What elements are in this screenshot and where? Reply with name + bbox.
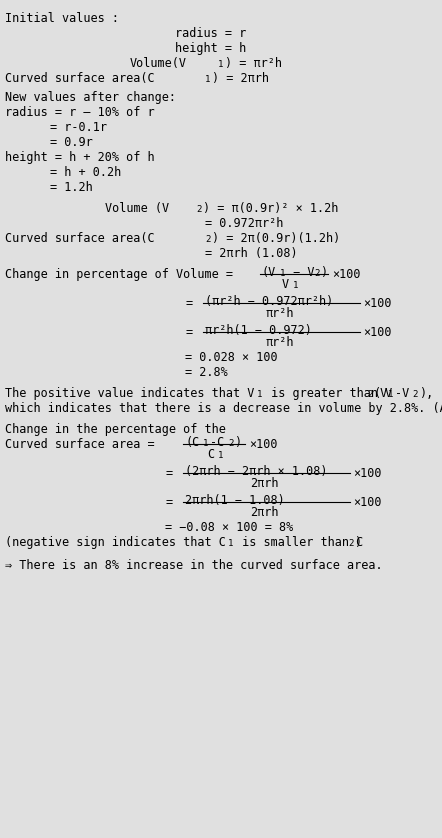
Text: 2: 2 xyxy=(196,205,202,214)
Text: ),: ), xyxy=(419,387,433,400)
Text: = 0.9r: = 0.9r xyxy=(50,136,93,149)
Text: 2: 2 xyxy=(228,439,233,448)
Text: ×100: ×100 xyxy=(332,268,361,281)
Text: (πr²h − 0.972πr²h): (πr²h − 0.972πr²h) xyxy=(205,295,333,308)
Text: Curved surface area =: Curved surface area = xyxy=(5,438,155,451)
Text: 1: 1 xyxy=(280,269,286,278)
Text: − V: − V xyxy=(286,266,315,279)
Text: =: = xyxy=(185,297,192,310)
Text: C: C xyxy=(207,448,214,461)
Text: Curved surface area(C: Curved surface area(C xyxy=(5,72,155,85)
Text: 1: 1 xyxy=(218,451,223,460)
Text: = 0.972πr²h: = 0.972πr²h xyxy=(205,217,283,230)
Text: ⇒ There is an 8% increase in the curved surface area.: ⇒ There is an 8% increase in the curved … xyxy=(5,559,383,572)
Text: 2: 2 xyxy=(412,390,417,399)
Text: = r-0.1r: = r-0.1r xyxy=(50,121,107,134)
Text: Initial values :: Initial values : xyxy=(5,12,119,25)
Text: ) = 2π(0.9r)(1.2h): ) = 2π(0.9r)(1.2h) xyxy=(212,232,340,245)
Text: πr²h: πr²h xyxy=(265,336,293,349)
Text: Volume (V: Volume (V xyxy=(105,202,169,215)
Text: ×100: ×100 xyxy=(353,496,381,509)
Text: 2: 2 xyxy=(205,235,210,244)
Text: V: V xyxy=(282,278,289,291)
Text: πr²h: πr²h xyxy=(265,307,293,320)
Text: (V: (V xyxy=(374,387,388,400)
Text: 1: 1 xyxy=(218,60,223,69)
Text: = 2πrh (1.08): = 2πrh (1.08) xyxy=(205,247,297,260)
Text: height = h: height = h xyxy=(175,42,246,55)
Text: 1: 1 xyxy=(205,75,210,84)
Text: height = h + 20% of h: height = h + 20% of h xyxy=(5,151,155,164)
Text: ×100: ×100 xyxy=(249,438,278,451)
Text: radius = r – 10% of r: radius = r – 10% of r xyxy=(5,106,155,119)
Text: -C: -C xyxy=(210,436,224,449)
Text: 1: 1 xyxy=(257,390,263,399)
Text: ×100: ×100 xyxy=(353,467,381,480)
Text: (C: (C xyxy=(185,436,199,449)
Text: is greater than V: is greater than V xyxy=(264,387,392,400)
Text: 2: 2 xyxy=(348,539,353,548)
Text: 2πrh: 2πrh xyxy=(250,506,278,519)
Text: =: = xyxy=(185,326,192,339)
Text: 1: 1 xyxy=(388,390,393,399)
Text: Change in percentage of Volume =: Change in percentage of Volume = xyxy=(5,268,233,281)
Text: (V: (V xyxy=(262,266,276,279)
Text: 2πrh(1 − 1.08): 2πrh(1 − 1.08) xyxy=(185,494,285,507)
Text: ×100: ×100 xyxy=(363,326,392,339)
Text: Curved surface area(C: Curved surface area(C xyxy=(5,232,155,245)
Text: New values after change:: New values after change: xyxy=(5,91,176,104)
Text: ): ) xyxy=(354,536,361,549)
Text: πr²h(1 − 0.972): πr²h(1 − 0.972) xyxy=(205,324,312,337)
Text: The positive value indicates that V: The positive value indicates that V xyxy=(5,387,255,400)
Text: = 0.028 × 100: = 0.028 × 100 xyxy=(185,351,278,364)
Text: = 1.2h: = 1.2h xyxy=(50,181,93,194)
Text: is smaller than C: is smaller than C xyxy=(235,536,363,549)
Text: Change in the percentage of the: Change in the percentage of the xyxy=(5,423,226,436)
Text: 2πrh: 2πrh xyxy=(250,477,278,490)
Text: 1: 1 xyxy=(228,539,233,548)
Text: (2πrh − 2πrh × 1.08): (2πrh − 2πrh × 1.08) xyxy=(185,465,328,478)
Text: =: = xyxy=(165,467,172,480)
Text: -V: -V xyxy=(395,387,409,400)
Text: ): ) xyxy=(234,436,241,449)
Text: which indicates that there is a decrease in volume by 2.8%. (Ans 1): which indicates that there is a decrease… xyxy=(5,402,442,415)
Text: ) = πr²h: ) = πr²h xyxy=(225,57,282,70)
Text: radius = r: radius = r xyxy=(175,27,246,40)
Text: (negative sign indicates that C: (negative sign indicates that C xyxy=(5,536,226,549)
Text: Volume(V: Volume(V xyxy=(130,57,187,70)
Text: ) = 2πrh: ) = 2πrh xyxy=(212,72,269,85)
Text: ) = π(0.9r)² × 1.2h: ) = π(0.9r)² × 1.2h xyxy=(203,202,339,215)
Text: ×100: ×100 xyxy=(363,297,392,310)
Text: ): ) xyxy=(320,266,327,279)
Text: 1: 1 xyxy=(293,281,298,290)
Text: 1: 1 xyxy=(203,439,208,448)
Text: 2: 2 xyxy=(367,390,372,399)
Text: = −0.08 × 100 = 8%: = −0.08 × 100 = 8% xyxy=(165,521,293,534)
Text: = 2.8%: = 2.8% xyxy=(185,366,228,379)
Text: = h + 0.2h: = h + 0.2h xyxy=(50,166,121,179)
Text: =: = xyxy=(165,496,172,509)
Text: 2: 2 xyxy=(314,269,320,278)
